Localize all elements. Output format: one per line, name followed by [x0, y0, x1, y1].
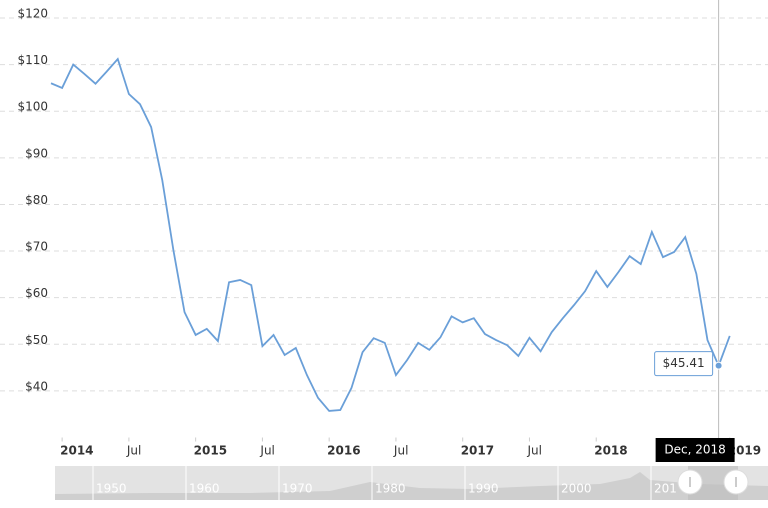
navigator-label: 1990	[468, 482, 499, 496]
navigator-label: 1970	[282, 482, 313, 496]
y-tick-label: $60	[25, 286, 48, 300]
y-tick-label: $70	[25, 240, 48, 254]
tooltip-box	[654, 351, 714, 377]
y-tick-label: $120	[17, 7, 48, 21]
x-tick-label: 2014	[60, 444, 93, 458]
navigator-label: 201	[654, 482, 677, 496]
y-tick-label: $80	[25, 193, 48, 207]
x-tick-label: 2016	[327, 444, 360, 458]
hover-point	[714, 361, 723, 370]
line-series	[50, 57, 731, 412]
x-tick-label: 2017	[461, 444, 494, 458]
navigator-label: 1950	[96, 482, 127, 496]
y-tick-label: $90	[25, 146, 48, 160]
y-tick-label: $40	[25, 379, 48, 393]
x-tick-label: 2019	[728, 444, 761, 458]
x-tick-label: Jul	[259, 444, 274, 458]
tooltip-x-box	[655, 438, 735, 462]
x-tick-label: 2015	[194, 444, 227, 458]
x-tick-label: Jul	[393, 444, 408, 458]
navigator-label: 2000	[561, 482, 592, 496]
navigator-label: 1980	[375, 482, 406, 496]
y-tick-label: $110	[17, 53, 48, 67]
navigator-series	[55, 472, 768, 500]
tooltip-value: $45.41	[663, 356, 705, 370]
x-tick-label: Jul	[526, 444, 541, 458]
x-tick-label: 2018	[594, 444, 627, 458]
y-tick-label: $100	[17, 100, 48, 114]
navigator-label: 1960	[189, 482, 220, 496]
x-tick-label: Jul	[126, 444, 141, 458]
y-tick-label: $50	[25, 333, 48, 347]
tooltip-x-label: Dec, 2018	[664, 443, 725, 457]
